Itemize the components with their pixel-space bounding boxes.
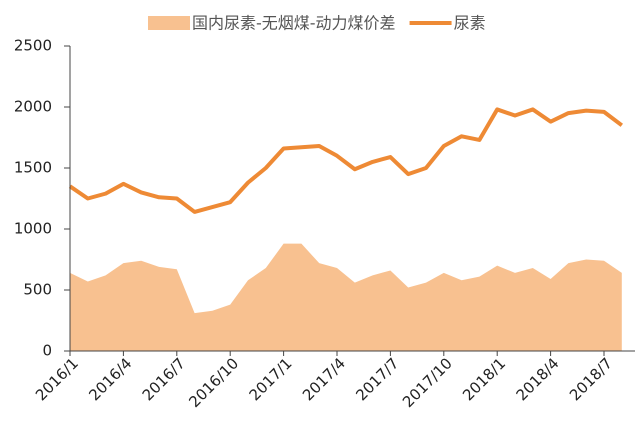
legend: 国内尿素-无烟煤-动力煤价差 尿素 [148,14,486,33]
legend-label: 国内尿素-无烟煤-动力煤价差 [192,14,396,33]
x-tick-label: 2016/1 [32,354,82,404]
x-tick-label: 2017/7 [352,354,402,404]
line [68,107,624,214]
x-tick-label: 2017/10 [399,354,456,411]
x-tick-label: 2018/7 [566,354,616,404]
y-tick-label: 2500 [14,37,52,55]
x-tick-label: 2017/4 [299,354,349,404]
x-tick-label: 2018/4 [513,354,563,404]
x-tick-label: 2017/1 [246,354,296,404]
legend-label: 尿素 [454,14,486,33]
x-tick-label: 2016/10 [185,354,242,411]
x-tick-label: 2016/4 [85,354,135,404]
legend-swatch [148,16,190,30]
y-tick-label: 500 [23,281,52,299]
x-tick-label: 2016/7 [139,354,189,404]
y-tick-label: 1500 [14,159,52,177]
y-tick-label: 2000 [14,98,52,116]
x-tick-label: 2018/1 [459,354,509,404]
area [70,243,622,351]
y-tick-label: 1000 [14,220,52,238]
y-tick-label: 0 [42,342,52,360]
